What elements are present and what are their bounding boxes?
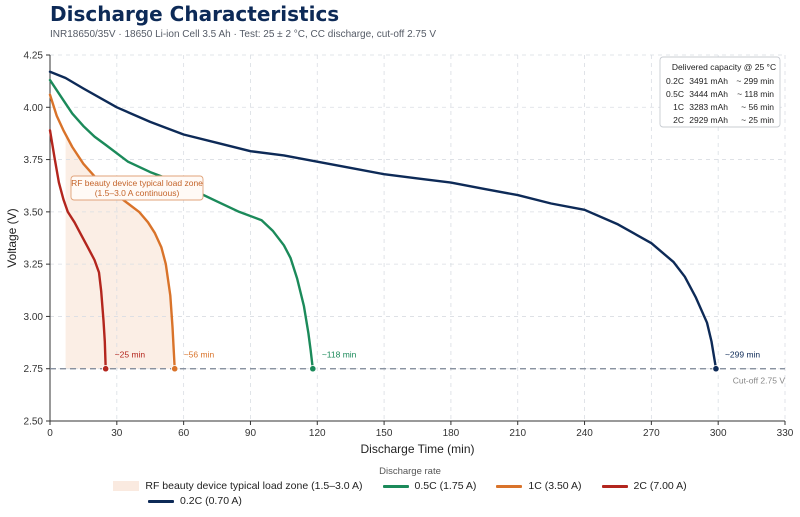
capacity-time: ~ 299 min [736, 76, 774, 86]
x-tick-label: 150 [376, 428, 393, 439]
x-tick-label: 300 [710, 428, 727, 439]
y-tick-label: 3.50 [24, 207, 44, 218]
y-tick-label: 2.50 [24, 417, 44, 428]
load-zone-band [65, 134, 173, 369]
capacity-box [659, 56, 781, 128]
legend-title: Discharge rate [379, 466, 441, 477]
legend-swatch [148, 499, 174, 503]
legend-label: 2C (7.00 A) [633, 480, 687, 492]
y-tick-label: 3.25 [24, 260, 44, 271]
legend-item: 0.2C (0.70 A) [148, 495, 242, 507]
legend-swatch [601, 484, 628, 488]
capacity-time: ~ 118 min [737, 89, 774, 99]
legend: Discharge rate RF beauty device typical … [0, 466, 800, 507]
legend-item: 0.5C (1.75 A) [382, 480, 477, 492]
zone-annotation-line1: RF beauty device typical load zone [71, 178, 203, 188]
x-tick-label: 60 [178, 428, 190, 439]
legend-row: 0.2C (0.70 A) [0, 495, 800, 507]
x-tick-label: 240 [576, 428, 593, 439]
capacity-rate: 2C [673, 115, 684, 125]
y-tick-label: 4.00 [24, 103, 44, 114]
capacity-box-title: Delivered capacity @ 25 °C [672, 62, 776, 72]
x-tick-label: 90 [245, 428, 257, 439]
x-tick-label: 270 [643, 428, 660, 439]
capacity-time: ~ 56 min [741, 102, 774, 112]
y-tick-label: 2.75 [24, 364, 44, 375]
x-tick-label: 180 [443, 428, 460, 439]
series-end-marker [712, 365, 720, 373]
y-tick-label: 4.25 [24, 51, 44, 62]
discharge-chart: 0 30 60 90 120 150 180 210 240 270 300 330 2.50 2.75 3… [5, 51, 794, 457]
capacity-mah: 2929 mAh [689, 115, 728, 125]
legend-item: 2C (7.00 A) [601, 480, 687, 492]
legend-label: 0.5C (1.75 A) [414, 480, 477, 492]
x-tick-label: 120 [309, 428, 326, 439]
capacity-rate: 0.5C [666, 89, 684, 99]
x-tick-label: 30 [111, 428, 123, 439]
legend-swatch [382, 484, 409, 488]
legend-label: RF beauty device typical load zone (1.5–… [145, 480, 363, 492]
legend-label: 0.2C (0.70 A) [180, 495, 242, 507]
y-tick-label: 3.75 [24, 155, 44, 166]
capacity-mah: 3283 mAh [689, 102, 728, 112]
capacity-rate: 1C [673, 102, 684, 112]
legend-item: RF beauty device typical load zone (1.5–… [113, 480, 363, 492]
y-tick-label: 3.00 [24, 312, 44, 323]
x-tick-label: 0 [47, 428, 53, 439]
series-end-marker [171, 365, 179, 373]
legend-swatch [113, 481, 140, 491]
capacity-rate: 0.2C [666, 76, 684, 86]
legend-row: RF beauty device typical load zone (1.5–… [0, 480, 800, 492]
cutoff-label: Cut-off 2.75 V [733, 376, 786, 386]
x-axis-label: Discharge Time (min) [360, 442, 474, 456]
y-axis-label: Voltage (V) [5, 208, 19, 267]
series-line [48, 93, 176, 370]
zone-annotation-box [70, 175, 204, 201]
series-end-label: ~25 min [115, 350, 146, 360]
capacity-mah: 3491 mAh [689, 76, 728, 86]
series-end-marker [102, 365, 110, 373]
legend-item: 1C (3.50 A) [496, 480, 582, 492]
chart-subtitle: INR18650/35V · 18650 Li-ion Cell 3.5 Ah … [50, 29, 436, 40]
series-line [48, 129, 107, 370]
series-line [48, 78, 314, 370]
x-tick-label: 330 [777, 428, 794, 439]
series-end-label: ~118 min [322, 350, 357, 360]
series-end-label: ~299 min [725, 350, 760, 360]
legend-label: 1C (3.50 A) [528, 480, 582, 492]
zone-annotation-line2: (1.5–3.0 A continuous) [95, 188, 180, 198]
series-end-label: ~56 min [184, 350, 215, 360]
series-line [48, 70, 718, 370]
capacity-mah: 3444 mAh [689, 89, 728, 99]
legend-swatch [496, 484, 523, 488]
capacity-time: ~ 25 min [741, 115, 774, 125]
chart-title: Discharge Characteristics [50, 2, 340, 26]
x-tick-label: 210 [509, 428, 526, 439]
series-end-marker [309, 365, 317, 373]
